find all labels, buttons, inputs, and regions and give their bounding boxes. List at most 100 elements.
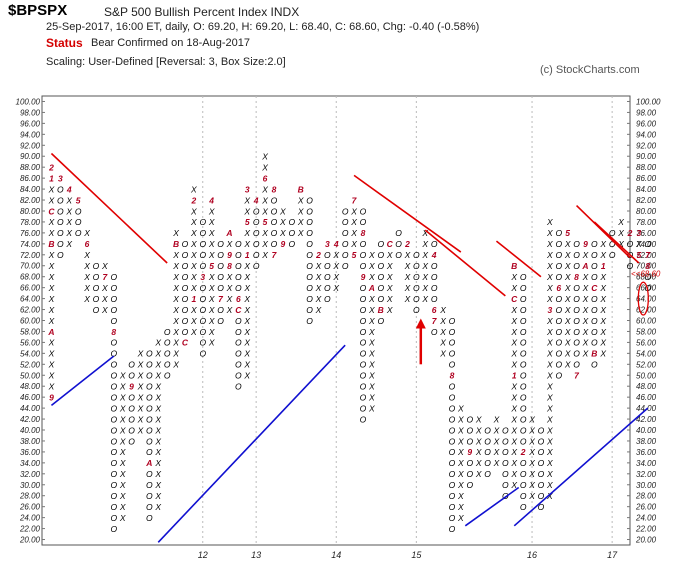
o-mark: O bbox=[199, 283, 206, 293]
o-mark: O bbox=[324, 283, 331, 293]
x-mark: X bbox=[261, 250, 268, 260]
x-mark: X bbox=[564, 327, 571, 337]
o-mark: O bbox=[555, 228, 562, 238]
x-mark: X bbox=[546, 283, 553, 293]
o-mark: O bbox=[235, 338, 242, 348]
o-mark: O bbox=[146, 414, 153, 424]
x-mark: X bbox=[101, 294, 108, 304]
y-tick-label-left: 92.00 bbox=[20, 141, 41, 150]
o-mark: O bbox=[377, 261, 384, 271]
month-marker: B bbox=[591, 349, 597, 359]
x-mark: X bbox=[208, 316, 215, 326]
o-mark: O bbox=[466, 480, 473, 490]
x-mark: X bbox=[172, 316, 179, 326]
o-mark: O bbox=[146, 425, 153, 435]
y-tick-label-right: 64.00 bbox=[636, 295, 657, 304]
y-tick-label-right: 88.00 bbox=[636, 163, 657, 172]
year-label: 13 bbox=[251, 550, 261, 560]
x-mark: X bbox=[510, 338, 517, 348]
o-mark: O bbox=[57, 217, 64, 227]
y-tick-label-right: 48.00 bbox=[636, 382, 657, 391]
y-tick-label-left: 28.00 bbox=[19, 492, 41, 501]
y-tick-label-left: 64.00 bbox=[20, 295, 41, 304]
o-mark: O bbox=[538, 480, 545, 490]
o-mark: O bbox=[573, 338, 580, 348]
x-mark: X bbox=[599, 316, 606, 326]
o-mark: O bbox=[449, 469, 456, 479]
x-mark: X bbox=[510, 458, 517, 468]
x-mark: X bbox=[190, 327, 197, 337]
y-tick-label-left: 70.00 bbox=[20, 262, 41, 271]
x-mark: X bbox=[439, 305, 446, 315]
o-mark: O bbox=[520, 371, 527, 381]
o-mark: O bbox=[449, 480, 456, 490]
highlight-circle bbox=[637, 281, 649, 316]
x-mark: X bbox=[297, 195, 304, 205]
x-mark: X bbox=[457, 469, 464, 479]
x-mark: X bbox=[119, 414, 126, 424]
x-mark: X bbox=[154, 502, 161, 512]
y-tick-label-right: 92.00 bbox=[636, 141, 657, 150]
o-mark: O bbox=[609, 250, 616, 260]
x-mark: X bbox=[119, 436, 126, 446]
x-mark: X bbox=[564, 349, 571, 359]
x-mark: X bbox=[493, 414, 500, 424]
o-mark: O bbox=[93, 272, 100, 282]
resistance-trendline bbox=[495, 240, 542, 278]
x-mark: X bbox=[154, 392, 161, 402]
o-mark: O bbox=[377, 283, 384, 293]
x-mark: X bbox=[137, 371, 144, 381]
o-mark: O bbox=[146, 502, 153, 512]
o-mark: O bbox=[591, 250, 598, 260]
o-mark: O bbox=[342, 261, 349, 271]
o-mark: O bbox=[449, 392, 456, 402]
month-marker: 7 bbox=[432, 316, 438, 326]
y-tick-label-left: 38.00 bbox=[20, 437, 41, 446]
o-mark: O bbox=[449, 502, 456, 512]
o-mark: O bbox=[395, 228, 402, 238]
x-mark: X bbox=[528, 425, 535, 435]
x-mark: X bbox=[599, 349, 606, 359]
x-mark: X bbox=[421, 283, 428, 293]
x-mark: X bbox=[546, 239, 553, 249]
month-marker: 9 bbox=[49, 392, 54, 402]
month-marker: 9 bbox=[467, 447, 472, 457]
x-mark: X bbox=[510, 349, 517, 359]
month-marker: 1 bbox=[49, 173, 54, 183]
x-mark: X bbox=[261, 228, 268, 238]
x-mark: X bbox=[510, 447, 517, 457]
o-mark: O bbox=[502, 425, 509, 435]
month-marker: C bbox=[235, 305, 242, 315]
x-mark: X bbox=[564, 261, 571, 271]
o-mark: O bbox=[271, 195, 278, 205]
x-mark: X bbox=[510, 392, 517, 402]
x-mark: X bbox=[208, 294, 215, 304]
month-marker: 8 bbox=[574, 272, 579, 282]
x-mark: X bbox=[243, 338, 250, 348]
o-mark: O bbox=[502, 447, 509, 457]
y-tick-label-left: 32.00 bbox=[20, 470, 41, 479]
x-mark: X bbox=[475, 469, 482, 479]
month-marker: 3 bbox=[636, 228, 641, 238]
o-mark: O bbox=[306, 272, 313, 282]
o-mark: O bbox=[502, 480, 509, 490]
o-mark: O bbox=[555, 327, 562, 337]
o-mark: O bbox=[591, 316, 598, 326]
x-mark: X bbox=[315, 305, 322, 315]
y-tick-label-left: 94.00 bbox=[20, 130, 41, 139]
o-mark: O bbox=[573, 316, 580, 326]
y-tick-label-right: 22.00 bbox=[635, 525, 657, 534]
o-mark: O bbox=[93, 283, 100, 293]
month-marker: 8 bbox=[645, 261, 650, 271]
y-tick-label-left: 20.00 bbox=[19, 536, 41, 545]
y-tick-label-left: 54.00 bbox=[20, 349, 41, 358]
o-mark: O bbox=[520, 392, 527, 402]
x-mark: X bbox=[279, 217, 286, 227]
o-mark: O bbox=[449, 338, 456, 348]
x-mark: X bbox=[546, 371, 553, 381]
o-mark: O bbox=[306, 239, 313, 249]
o-mark: O bbox=[538, 447, 545, 457]
y-tick-label-left: 56.00 bbox=[20, 338, 41, 347]
x-mark: X bbox=[510, 480, 517, 490]
x-mark: X bbox=[368, 403, 375, 413]
